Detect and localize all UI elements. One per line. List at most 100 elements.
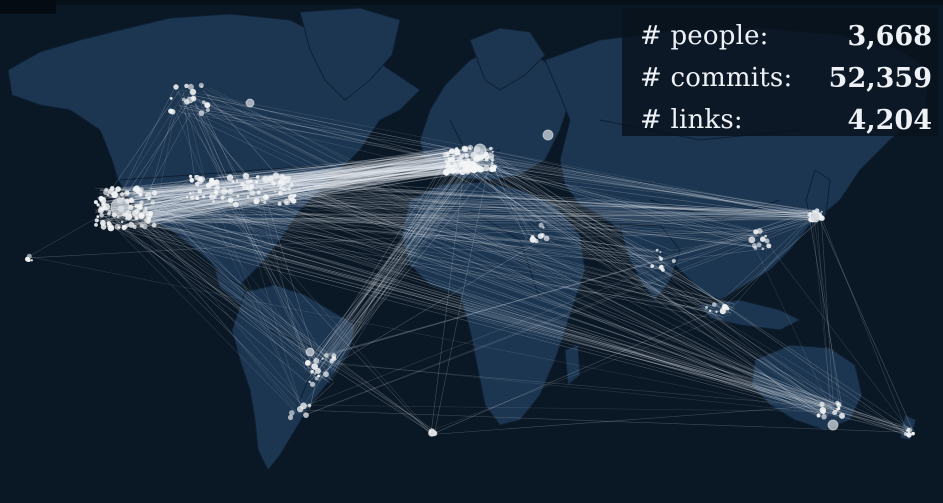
link-line [473, 164, 759, 237]
contributor-node [220, 195, 225, 200]
link-line [282, 183, 820, 416]
link-line [134, 215, 762, 237]
contributor-node [30, 259, 33, 262]
contributor-node [194, 174, 197, 178]
link-line [476, 147, 651, 263]
link-line [191, 94, 223, 185]
hub-node [245, 98, 255, 108]
link-line [103, 162, 469, 226]
link-line [122, 200, 253, 222]
contributor-node [321, 357, 324, 360]
link-line [276, 151, 452, 187]
link-line [153, 195, 320, 365]
link-line [331, 148, 485, 357]
contributor-node [465, 161, 472, 168]
link-line [99, 192, 841, 415]
contributor-node [906, 432, 912, 438]
link-line [715, 218, 821, 314]
contributor-node [766, 243, 772, 249]
contributor-node [756, 242, 762, 248]
link-line [147, 163, 455, 224]
link-line [190, 149, 459, 194]
link-line [464, 158, 768, 248]
link-line [125, 184, 282, 194]
link-line [143, 192, 829, 416]
contributor-node [313, 372, 317, 375]
link-line [325, 149, 481, 359]
contributor-node [93, 200, 98, 205]
contributor-node [202, 195, 206, 199]
link-line [141, 191, 200, 204]
contributor-node [463, 160, 467, 165]
land-madagascar [564, 344, 581, 386]
link-line [469, 171, 835, 410]
link-line [304, 217, 814, 416]
link-line [139, 162, 486, 194]
link-line [128, 105, 187, 192]
contributor-node [262, 194, 269, 200]
link-line [178, 105, 815, 212]
stats-panel: # people: 3,668 # commits: 52,359 # link… [622, 8, 938, 136]
link-line [125, 159, 454, 228]
link-line [330, 155, 482, 356]
link-line [219, 193, 909, 437]
contributor-node [144, 206, 148, 210]
link-line [175, 93, 470, 170]
link-line [483, 157, 815, 211]
link-line [113, 225, 299, 415]
link-line [150, 194, 252, 219]
contributor-node [489, 146, 493, 151]
link-line [268, 167, 456, 188]
links-value: 4,204 [847, 105, 932, 136]
contributor-node [117, 226, 121, 229]
link-line [175, 112, 301, 405]
contributor-node [819, 401, 825, 407]
contributor-node [821, 414, 827, 420]
contributor-node [543, 235, 550, 242]
link-line [459, 154, 810, 211]
link-line [323, 217, 813, 356]
link-line [240, 184, 810, 215]
contributor-node [147, 210, 154, 217]
contributor-node [279, 174, 286, 181]
link-line [312, 160, 456, 379]
link-line [471, 171, 552, 229]
link-line [148, 207, 841, 409]
link-line [328, 160, 460, 366]
contributor-node [756, 228, 763, 234]
link-line [133, 154, 450, 211]
contributor-node [142, 209, 148, 215]
link-line [319, 166, 484, 382]
contributor-node [233, 201, 239, 208]
link-line [225, 192, 816, 219]
stat-row-commits: # commits: 52,359 [640, 63, 932, 101]
link-line [290, 181, 914, 436]
contributor-node [279, 186, 283, 190]
contributor-node [187, 83, 194, 90]
hub-node [429, 429, 437, 437]
contributor-node [246, 195, 250, 199]
link-line [219, 175, 752, 236]
contributor-node [462, 146, 469, 153]
link-line [121, 159, 487, 220]
people-label: # people: [640, 21, 769, 51]
link-line [94, 187, 759, 237]
link-line [324, 169, 447, 357]
contributor-node [260, 187, 263, 191]
link-line [180, 112, 819, 214]
contributor-node [204, 102, 211, 109]
link-line [109, 221, 910, 435]
contributor-node [94, 223, 98, 227]
link-line [131, 170, 448, 215]
link-line [725, 216, 812, 316]
link-line [139, 158, 471, 215]
link-line [305, 409, 912, 433]
link-line [124, 196, 186, 226]
stat-row-people: # people: 3,668 [640, 21, 932, 59]
link-line [190, 105, 317, 374]
link-line [277, 169, 477, 182]
link-line [549, 235, 658, 253]
link-line [124, 218, 836, 410]
contributor-node [134, 216, 139, 220]
link-line [305, 166, 464, 365]
